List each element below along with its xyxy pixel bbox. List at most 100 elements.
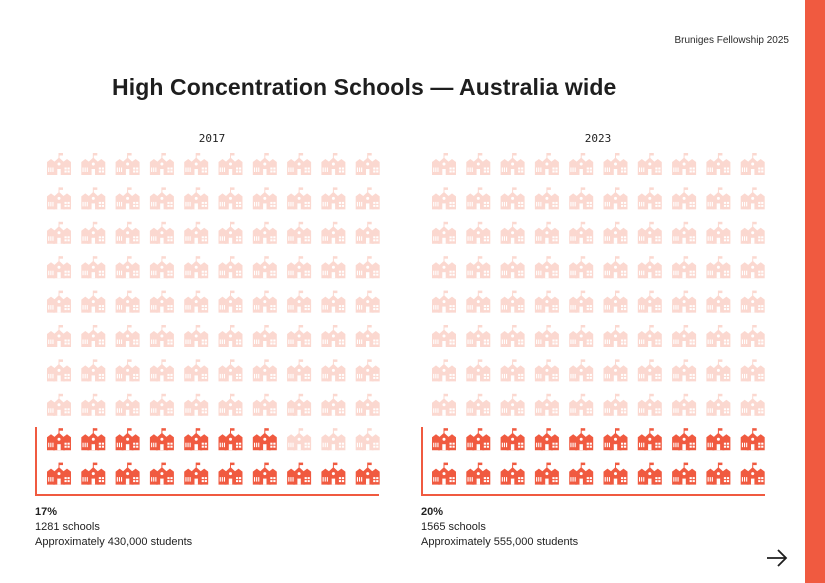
school-icon bbox=[672, 428, 697, 451]
school-icon bbox=[115, 462, 140, 485]
school-icon bbox=[569, 290, 594, 313]
school-icon bbox=[603, 187, 628, 210]
school-icon bbox=[218, 290, 243, 313]
school-icon bbox=[115, 187, 140, 210]
year-label: 2023 bbox=[584, 132, 612, 145]
school-icon bbox=[184, 221, 209, 244]
school-icon bbox=[466, 187, 491, 210]
school-icon bbox=[287, 187, 312, 210]
stat-students: Approximately 430,000 students bbox=[35, 536, 193, 548]
school-icon bbox=[355, 221, 380, 244]
school-icon bbox=[740, 359, 765, 382]
school-icon bbox=[115, 153, 140, 175]
school-icon bbox=[287, 256, 312, 279]
school-icon bbox=[466, 393, 491, 416]
school-icon bbox=[706, 187, 731, 210]
school-icon bbox=[218, 462, 243, 485]
stat-block-2017: 17% 1281 schools Approximately 430,000 s… bbox=[35, 505, 192, 550]
school-icon bbox=[569, 359, 594, 382]
school-icon bbox=[321, 359, 346, 382]
accent-bar bbox=[805, 0, 825, 583]
school-icon bbox=[637, 325, 662, 347]
school-icon bbox=[184, 462, 209, 485]
school-icon bbox=[149, 428, 174, 451]
school-icon bbox=[184, 187, 209, 210]
arrow-right-icon[interactable] bbox=[765, 548, 789, 568]
school-icon bbox=[706, 325, 731, 347]
school-icon bbox=[637, 462, 662, 485]
school-icon bbox=[287, 290, 312, 313]
school-icon bbox=[184, 428, 209, 451]
school-icon bbox=[149, 359, 174, 382]
school-icon bbox=[500, 462, 525, 485]
school-icon bbox=[287, 462, 312, 485]
school-icon bbox=[466, 325, 491, 347]
school-icon bbox=[534, 325, 559, 347]
school-icon bbox=[218, 187, 243, 210]
school-icon bbox=[569, 187, 594, 210]
school-icon bbox=[466, 153, 491, 175]
stat-percent: 17% bbox=[35, 506, 58, 518]
school-icon bbox=[287, 359, 312, 382]
school-icon bbox=[218, 221, 243, 244]
school-icon bbox=[252, 393, 277, 416]
school-icon bbox=[149, 290, 174, 313]
school-icon bbox=[637, 256, 662, 279]
school-icon bbox=[47, 359, 71, 382]
school-icon bbox=[534, 153, 559, 175]
school-icon bbox=[603, 325, 628, 347]
school-icon bbox=[115, 290, 140, 313]
school-icon bbox=[149, 325, 174, 347]
school-icon bbox=[569, 428, 594, 451]
school-icon bbox=[218, 256, 243, 279]
school-icon bbox=[149, 393, 174, 416]
stat-block-2023: 20% 1565 schools Approximately 555,000 s… bbox=[421, 505, 578, 550]
school-icon bbox=[569, 325, 594, 347]
school-icon bbox=[603, 393, 628, 416]
school-icon bbox=[740, 393, 765, 416]
school-icon bbox=[355, 290, 380, 313]
school-icon bbox=[740, 428, 765, 451]
school-icon bbox=[569, 153, 594, 175]
school-icon bbox=[149, 256, 174, 279]
school-icon bbox=[432, 428, 456, 451]
stat-students: Approximately 555,000 students bbox=[421, 536, 579, 548]
school-icon bbox=[672, 187, 697, 210]
school-icon bbox=[115, 428, 140, 451]
school-icon bbox=[321, 290, 346, 313]
school-icon bbox=[47, 187, 71, 210]
school-icon bbox=[218, 359, 243, 382]
school-icon bbox=[637, 221, 662, 244]
school-icon bbox=[287, 221, 312, 244]
school-icon bbox=[466, 256, 491, 279]
school-icon bbox=[252, 187, 277, 210]
school-icon bbox=[47, 393, 71, 416]
school-icon bbox=[706, 393, 731, 416]
school-icon bbox=[184, 256, 209, 279]
school-icon bbox=[218, 153, 243, 175]
school-icon bbox=[47, 290, 71, 313]
school-icon bbox=[603, 221, 628, 244]
school-icon bbox=[184, 393, 209, 416]
school-icon bbox=[740, 325, 765, 347]
school-icon bbox=[432, 462, 456, 485]
school-icon bbox=[672, 153, 697, 175]
school-icon bbox=[252, 256, 277, 279]
school-icon bbox=[500, 256, 525, 279]
school-icon bbox=[321, 325, 346, 347]
school-icon bbox=[466, 428, 491, 451]
school-icon bbox=[252, 153, 277, 175]
school-icon bbox=[115, 393, 140, 416]
school-icon bbox=[603, 153, 628, 175]
school-icon bbox=[321, 393, 346, 416]
school-icon bbox=[706, 153, 731, 175]
school-icon bbox=[81, 428, 106, 451]
school-icon bbox=[637, 428, 662, 451]
school-icon bbox=[252, 428, 277, 451]
school-icon bbox=[81, 187, 106, 210]
school-icon bbox=[287, 153, 312, 175]
school-icon bbox=[534, 221, 559, 244]
school-icon bbox=[81, 221, 106, 244]
